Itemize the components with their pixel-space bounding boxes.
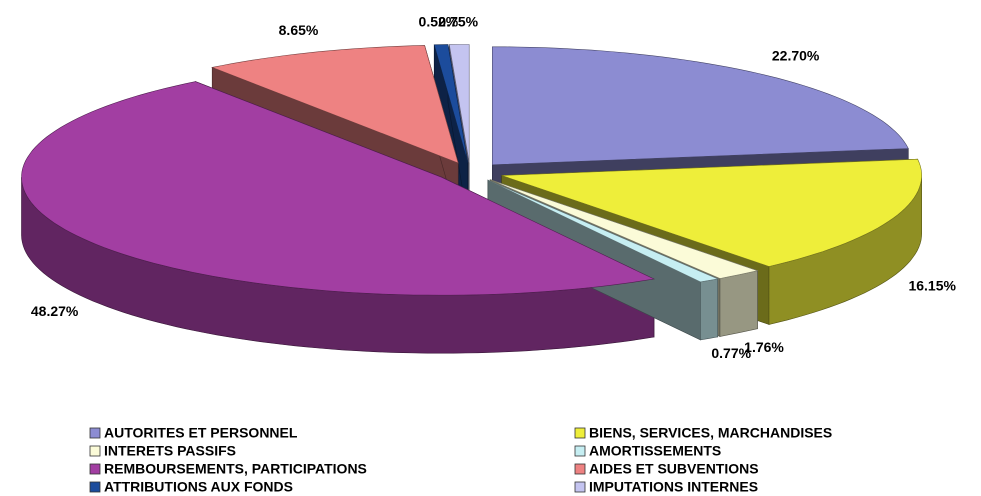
slice-top [501,158,923,267]
data-label: 0.77% [711,345,751,361]
legend-swatch [574,463,586,475]
legend-label: ATTRIBUTIONS AUX FONDS [104,479,293,495]
legend-swatch [89,427,101,439]
data-label: 8.65% [279,22,319,38]
legend-swatch [89,445,101,457]
slice-top [211,45,459,164]
legend-swatch [574,445,586,457]
slice-top [490,179,759,279]
data-label: 48.27% [31,303,79,319]
legend-label: AIDES ET SUBVENTIONS [589,461,759,477]
slice-top [433,44,469,163]
slice-top [21,81,656,296]
slice-outer-wall [700,278,718,341]
slice-top [448,44,470,163]
data-label: 22.70% [772,48,820,64]
data-label: 0.75% [438,13,478,29]
legend-swatch [574,481,586,493]
legend-label: IMPUTATIONS INTERNES [589,479,758,495]
data-label: 16.15% [908,277,956,293]
legend-label: BIENS, SERVICES, MARCHANDISES [589,425,832,441]
data-label: 0.52% [419,14,459,30]
slice-top [492,46,909,166]
legend: AUTORITES ET PERSONNEL BIENS, SERVICES, M… [89,425,832,495]
legend-swatch [574,427,586,439]
legend-label: REMBOURSEMENTS, PARTICIPATIONS [104,461,367,477]
legend-label: AMORTISSEMENTS [589,443,721,459]
legend-label: AUTORITES ET PERSONNEL [104,425,298,441]
data-label: 1.76% [744,339,784,355]
legend-swatch [89,463,101,475]
slice-outer-wall [719,270,758,337]
slice-top [487,179,719,283]
slice-tops [21,44,923,296]
legend-label: INTERETS PASSIFS [104,443,236,459]
legend-swatch [89,481,101,493]
